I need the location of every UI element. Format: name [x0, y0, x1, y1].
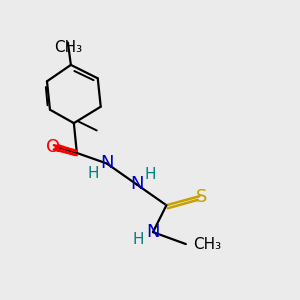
Text: H: H: [133, 232, 144, 247]
Text: N: N: [146, 223, 160, 241]
Text: S: S: [196, 188, 207, 206]
Text: CH₃: CH₃: [193, 238, 221, 253]
Text: H: H: [88, 166, 99, 181]
Text: O: O: [46, 138, 60, 156]
Text: N: N: [130, 175, 143, 193]
Text: N: N: [100, 154, 113, 172]
Text: CH₃: CH₃: [54, 40, 82, 55]
Text: H: H: [144, 167, 156, 182]
